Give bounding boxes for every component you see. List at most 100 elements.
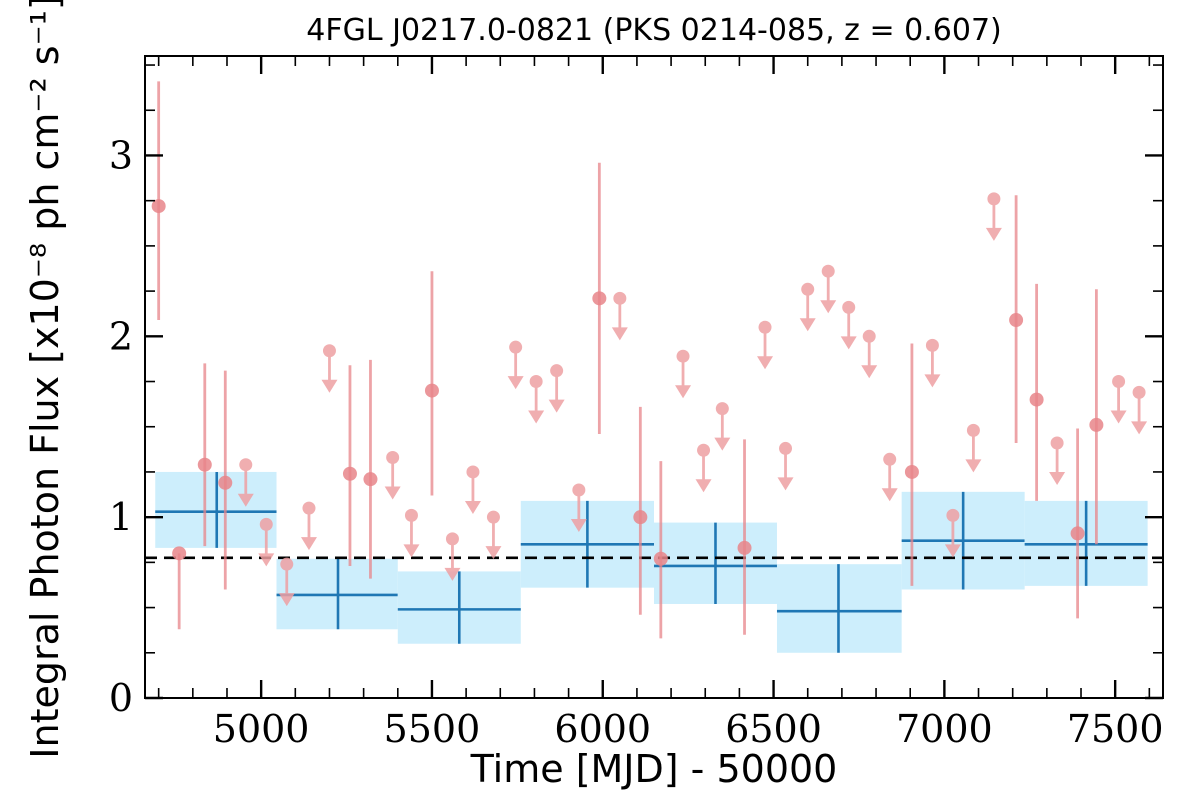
upper-limit-point xyxy=(801,282,815,296)
upper-limit-arrowhead xyxy=(464,500,481,514)
upper-limit-point xyxy=(925,338,939,352)
upper-limit-arrowhead xyxy=(1110,410,1127,424)
upper-limit-point xyxy=(697,443,711,457)
detection xyxy=(172,546,187,630)
upper-limit-point xyxy=(987,192,1001,206)
upper-limit-arrowhead xyxy=(1131,421,1148,435)
upper-limit-arrowhead xyxy=(507,376,524,390)
upper-limit-point xyxy=(1050,436,1064,450)
upper-limit xyxy=(944,508,961,558)
upper-limit xyxy=(528,375,545,424)
upper-limit xyxy=(403,508,420,558)
detection-point xyxy=(218,475,233,490)
upper-limit-arrowhead xyxy=(278,593,295,607)
detection xyxy=(151,81,166,321)
detection-point xyxy=(424,383,439,398)
upper-limit-arrowhead xyxy=(777,477,794,491)
flux-bin xyxy=(901,491,1025,590)
detection xyxy=(1089,289,1104,545)
upper-limit-arrowhead xyxy=(237,493,254,507)
upper-limit xyxy=(985,192,1002,241)
upper-limit-arrowhead xyxy=(714,437,731,451)
detection xyxy=(197,363,212,547)
upper-limit-point xyxy=(486,510,500,524)
detection xyxy=(904,343,919,586)
detection-point xyxy=(1089,417,1104,432)
upper-limit-point xyxy=(386,450,400,464)
upper-limit xyxy=(384,450,401,500)
detection xyxy=(363,359,378,579)
upper-limit-arrowhead xyxy=(258,553,275,567)
upper-limit xyxy=(278,557,295,607)
upper-limit xyxy=(1049,436,1066,486)
upper-limit-point xyxy=(779,441,793,455)
upper-limit-arrowhead xyxy=(675,385,692,399)
y-axis-label: Integral Photon Flux [x10⁻⁸ ph cm⁻² s⁻¹] xyxy=(23,0,67,759)
y-tick-label: 1 xyxy=(109,495,133,539)
upper-limit xyxy=(485,510,502,560)
upper-limit-point xyxy=(862,329,876,343)
upper-limit xyxy=(714,402,731,451)
detection-point xyxy=(151,199,166,214)
upper-limit-point xyxy=(946,508,960,522)
x-tick-label: 6500 xyxy=(725,707,822,751)
upper-limit-point xyxy=(509,340,523,354)
upper-limit xyxy=(258,517,275,567)
detection xyxy=(633,406,648,615)
flux-bin xyxy=(1024,500,1148,586)
upper-limit-arrowhead xyxy=(924,374,941,388)
upper-limit-point xyxy=(821,264,835,278)
plot-frame xyxy=(144,55,1164,699)
detection-point xyxy=(172,546,187,561)
upper-limit-point xyxy=(445,532,459,546)
flux-bin xyxy=(654,522,777,604)
upper-limit-arrowhead xyxy=(444,567,461,581)
upper-limit-point xyxy=(239,458,253,472)
upper-limit xyxy=(507,340,524,390)
upper-limit xyxy=(695,443,712,493)
detection xyxy=(1009,195,1024,444)
flux-bin xyxy=(397,571,521,644)
upper-limit xyxy=(464,465,481,514)
flux-bin xyxy=(520,500,654,588)
y-tick-label: 0 xyxy=(109,676,133,720)
upper-limit-arrowhead xyxy=(384,486,401,500)
upper-limit-point xyxy=(550,364,564,378)
upper-limit xyxy=(300,501,317,551)
upper-limit xyxy=(799,282,816,332)
detection-point xyxy=(1009,313,1024,328)
upper-limit-point xyxy=(302,501,316,515)
chart-title: 4FGL J0217.0-0821 (PKS 0214-085, z = 0.6… xyxy=(306,13,1001,48)
detection-point xyxy=(904,464,919,479)
upper-limit xyxy=(965,423,982,473)
detection xyxy=(1070,428,1085,619)
upper-limit-point xyxy=(572,483,586,497)
flux-bin xyxy=(155,471,277,548)
upper-limit xyxy=(820,264,837,314)
detection xyxy=(342,365,357,566)
upper-limit-arrowhead xyxy=(840,336,857,350)
upper-limit-arrowhead xyxy=(799,318,816,332)
upper-limit-arrowhead xyxy=(881,488,898,502)
upper-limit-arrowhead xyxy=(695,479,712,493)
detection-point xyxy=(342,466,357,481)
upper-limit xyxy=(777,441,794,491)
upper-limit xyxy=(924,338,941,388)
upper-limit xyxy=(237,458,254,507)
upper-limit-arrowhead xyxy=(985,227,1002,241)
upper-limit-point xyxy=(259,517,273,531)
upper-limit-arrowhead xyxy=(403,544,420,558)
upper-limit xyxy=(444,532,461,581)
upper-limit-arrowhead xyxy=(861,365,878,379)
upper-limit-point xyxy=(966,423,980,437)
upper-limit xyxy=(611,291,628,341)
detection-point xyxy=(197,457,212,472)
detection xyxy=(218,370,233,590)
detection xyxy=(737,439,752,635)
detection xyxy=(424,271,439,496)
data-points-layer xyxy=(151,81,1148,639)
upper-limit-point xyxy=(466,465,480,479)
upper-limit-arrowhead xyxy=(965,459,982,473)
upper-limit-point xyxy=(529,375,543,389)
y-tick-label: 3 xyxy=(109,133,133,177)
